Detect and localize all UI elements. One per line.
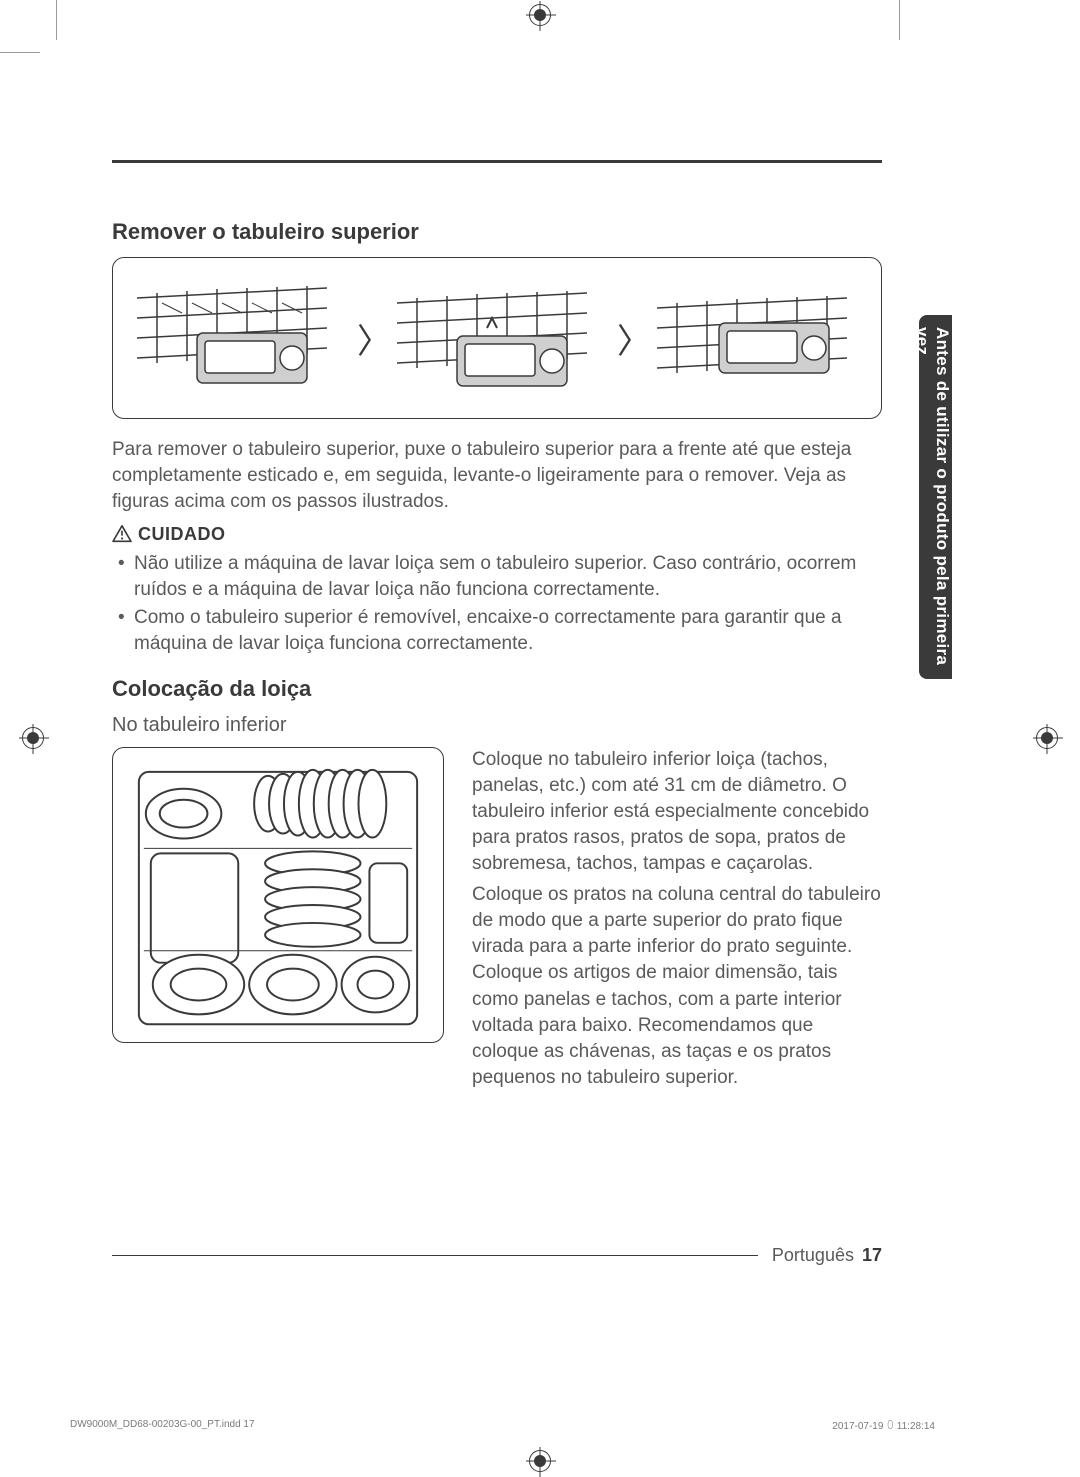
body-paragraph: Coloque os pratos na coluna central do t… [472,882,882,1092]
footer-language: Português [772,1245,854,1266]
caution-heading: CUIDADO [112,524,882,545]
registration-mark-icon [529,4,551,26]
crop-mark [56,0,57,40]
warning-triangle-icon [112,525,132,543]
two-column-layout: Coloque no tabuleiro inferior loiça (tac… [112,747,882,1096]
registration-mark-icon [529,1450,551,1472]
section-heading-loading: Colocação da loiça [112,676,882,702]
footer-divider [112,1255,758,1256]
crop-mark [0,52,40,53]
text-column: Coloque no tabuleiro inferior loiça (tac… [472,747,882,1096]
rack-step-illustration-1 [125,268,349,408]
registration-mark-icon [22,727,44,749]
body-paragraph: Coloque no tabuleiro inferior loiça (tac… [472,747,882,878]
imprint-file: DW9000M_DD68-00203G-00_PT.indd 17 [70,1419,255,1432]
crop-mark [899,0,900,40]
imprint-line: DW9000M_DD68-00203G-00_PT.indd 17 2017-0… [70,1419,935,1432]
section-heading-remove-rack: Remover o tabuleiro superior [112,219,882,245]
subheading: No tabuleiro inferior [112,714,882,737]
list-item: Como o tabuleiro superior é removível, e… [112,605,882,657]
lower-rack-illustration [112,747,444,1043]
section-loading-dishes: Colocação da loiça No tabuleiro inferior [112,676,882,1096]
rack-step-illustration-2 [385,268,609,408]
chapter-tab: Antes de utilizar o produto pela primeir… [919,315,952,679]
registration-mark-icon [1036,727,1058,749]
footer-page-number: 17 [862,1245,882,1266]
chevron-right-icon: 〉 [357,314,377,363]
rack-step-illustration-3 [645,268,869,408]
imprint-date: 2017-07-19 ꄲ 11:28:14 [832,1419,935,1432]
page-content: Remover o tabuleiro superior 〉 〉 [112,160,882,1095]
caution-label: CUIDADO [138,524,226,545]
caution-list: Não utilize a máquina de lavar loiça sem… [112,551,882,658]
body-paragraph: Para remover o tabuleiro superior, puxe … [112,437,882,516]
chevron-right-icon: 〉 [617,314,637,363]
header-divider [112,160,882,163]
page-footer: Português 17 [112,1245,882,1266]
illustration-sequence: 〉 〉 [112,257,882,419]
list-item: Não utilize a máquina de lavar loiça sem… [112,551,882,603]
